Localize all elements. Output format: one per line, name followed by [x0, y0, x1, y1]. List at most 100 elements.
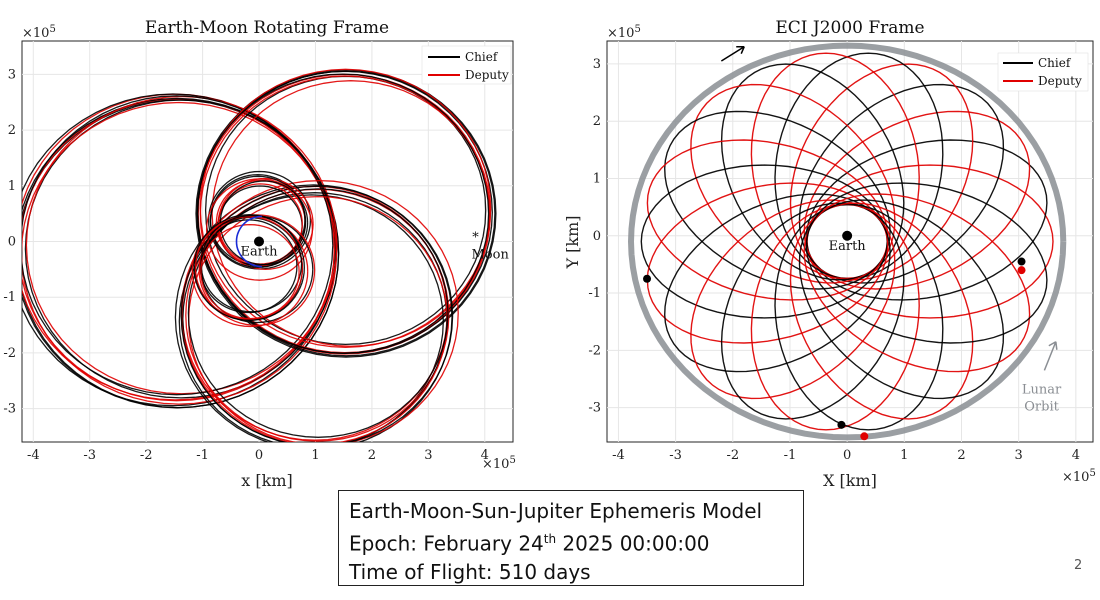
moon-label: Moon — [471, 248, 509, 263]
x-tick-label: 2 — [957, 448, 965, 463]
x-tick-label: 1 — [900, 448, 908, 463]
lunar-arrowhead — [1048, 341, 1058, 350]
deputy-trajectory — [205, 178, 314, 281]
left-x-exponent: ×105 — [482, 455, 516, 472]
y-tick-label: 2 — [593, 114, 601, 129]
y-tick-label: -2 — [3, 346, 16, 361]
deputy-trajectory — [181, 185, 449, 441]
right-ylabel: Y [km] — [563, 216, 582, 270]
lunar-arrow — [1043, 341, 1057, 371]
blue-arc — [235, 215, 262, 268]
chief-trajectory — [805, 182, 1048, 344]
endpoint-marker — [643, 274, 652, 283]
x-tick-label: 4 — [1072, 448, 1080, 463]
x-tick-label: -2 — [726, 448, 739, 463]
deputy-trajectory — [215, 179, 306, 267]
endpoint-marker — [837, 420, 846, 429]
right-legend-chief: Chief — [1038, 56, 1072, 70]
caption-box: Earth-Moon-Sun-Jupiter Ephemeris Model E… — [338, 490, 804, 586]
x-tick-label: 0 — [255, 448, 263, 463]
x-tick-label: 2 — [368, 448, 376, 463]
caption-line-1: Earth-Moon-Sun-Jupiter Ephemeris Model — [349, 499, 763, 523]
y-tick-label: 0 — [8, 235, 16, 250]
earth-label: Earth — [241, 244, 279, 259]
left-traj-clip — [22, 68, 497, 442]
x-tick-label: 3 — [1015, 448, 1023, 463]
x-tick-label: -3 — [669, 448, 682, 463]
y-tick-label: 2 — [8, 123, 16, 138]
left-legend: Chief Deputy — [421, 45, 512, 85]
moon-marker: * — [472, 231, 479, 246]
y-tick-label: -1 — [588, 286, 601, 301]
y-tick-label: -3 — [588, 401, 601, 416]
x-tick-label: -4 — [612, 448, 625, 463]
right-title: ECI J2000 Frame — [775, 18, 924, 38]
y-tick-label: -2 — [588, 343, 601, 358]
right-xlabel: X [km] — [823, 471, 877, 490]
y-tick-label: 3 — [593, 57, 601, 72]
endpoint-marker — [1017, 257, 1026, 266]
caption-line-3: Time of Flight: 510 days — [349, 559, 591, 584]
endpoint-marker — [860, 432, 869, 441]
y-tick-label: 1 — [593, 171, 601, 186]
lunar-orbit — [627, 42, 1067, 441]
x-tick-label: 4 — [481, 448, 489, 463]
chief-trajectory — [180, 185, 454, 442]
left-legend-deputy: Deputy — [465, 68, 509, 82]
chief-trajectory — [193, 214, 305, 321]
right-legend-deputy: Deputy — [1038, 74, 1082, 88]
left-plot: -4 -3 -2 -1 0 1 2 3 4 3 2 1 0 -1 -2 -3 Earth * Moon Earth… — [3, 18, 515, 490]
left-grid: -4 -3 -2 -1 0 1 2 3 4 3 2 1 0 -1 -2 -3 — [3, 41, 513, 463]
page-number: 2 — [1074, 558, 1083, 573]
right-trajectories: Earth Lunar Orbit — [627, 42, 1067, 441]
x-tick-label: 3 — [424, 448, 432, 463]
caption-epoch-prefix: Epoch: February 24 — [349, 531, 544, 556]
endpoint-marker — [1017, 266, 1026, 275]
x-tick-label: 0 — [843, 448, 851, 463]
y-tick-label: 1 — [8, 179, 16, 194]
lunar-label-2: Orbit — [1024, 399, 1059, 414]
right-traj-clip — [627, 42, 1067, 441]
x-tick-label: -1 — [784, 448, 797, 463]
direction-arrowhead — [736, 45, 745, 55]
deputy-trajectory — [200, 223, 300, 320]
deputy-trajectory — [22, 101, 338, 405]
x-tick-label: 1 — [311, 448, 319, 463]
x-tick-label: -4 — [27, 448, 40, 463]
left-y-exponent: ×105 — [22, 24, 56, 41]
right-y-exponent: ×105 — [607, 24, 641, 41]
chief-trajectory — [187, 188, 449, 438]
caption-epoch-suffix: 2025 00:00:00 — [556, 531, 710, 556]
chief-trajectory — [199, 219, 298, 314]
earth-marker — [842, 230, 853, 241]
y-tick-label: -1 — [3, 290, 16, 305]
x-tick-label: -1 — [196, 448, 209, 463]
chief-trajectory — [207, 170, 312, 270]
earth-label: Earth — [829, 239, 867, 254]
chief-trajectory — [22, 95, 334, 396]
deputy-trajectory — [211, 80, 491, 347]
deputy-trajectory — [198, 214, 316, 327]
y-tick-label: 0 — [593, 229, 601, 244]
x-tick-label: -3 — [83, 448, 96, 463]
left-legend-box — [421, 45, 512, 85]
deputy-trajectory — [25, 95, 338, 395]
right-legend-box — [997, 52, 1089, 92]
right-legend: Chief Deputy — [997, 52, 1089, 92]
caption-line-2: Epoch: February 24th 2025 00:00:00 — [349, 525, 793, 558]
y-tick-label: -3 — [3, 402, 16, 417]
caption-epoch-sup: th — [543, 532, 557, 546]
earth-marker — [254, 236, 265, 247]
deputy-trajectory — [199, 68, 492, 348]
x-tick-label: -2 — [140, 448, 153, 463]
direction-arrow — [720, 46, 745, 62]
lunar-label-1: Lunar — [1022, 382, 1062, 397]
deputy-trajectory — [194, 216, 304, 320]
left-xlabel: x [km] — [241, 471, 292, 490]
right-x-exponent: ×105 — [1062, 468, 1096, 485]
left-title: Earth-Moon Rotating Frame — [145, 18, 389, 38]
left-trajectories: Earth * Moon — [22, 68, 509, 442]
chief-trajectory — [22, 97, 340, 409]
